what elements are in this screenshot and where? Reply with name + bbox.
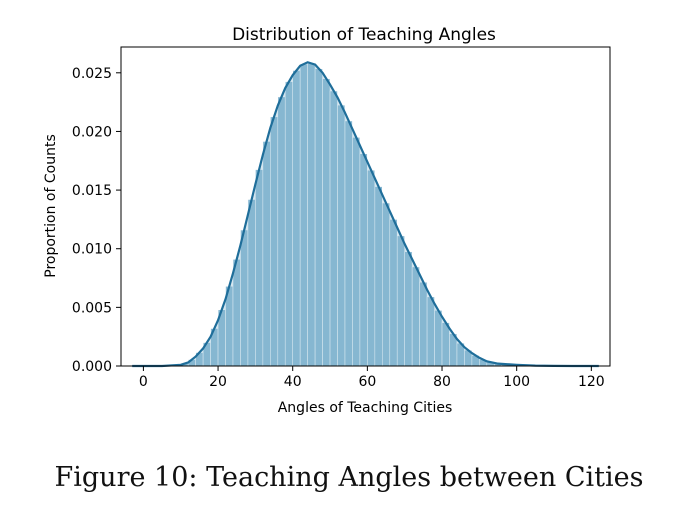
- chart-title: Distribution of Teaching Angles: [232, 25, 496, 45]
- y-tick-label: 0.010: [72, 242, 112, 258]
- kde-area: [132, 62, 599, 366]
- x-tick-label: 120: [578, 374, 605, 390]
- axes-frame: [120, 46, 611, 367]
- y-axis-label: Proportion of Counts: [43, 134, 59, 278]
- figure-caption: Figure 10: Teaching Angles between Citie…: [54, 462, 644, 493]
- y-tick-label: 0.005: [72, 300, 112, 316]
- x-tick-label: 40: [284, 374, 302, 390]
- x-tick-label: 0: [139, 374, 148, 390]
- x-tick-label: 100: [503, 374, 530, 390]
- y-tick-label: 0.000: [72, 359, 112, 375]
- y-tick-label: 0.015: [72, 183, 112, 199]
- x-tick-label: 20: [209, 374, 227, 390]
- kde-line: [132, 61, 599, 368]
- y-tick-label: 0.025: [72, 66, 112, 82]
- x-axis-label: Angles of Teaching Cities: [278, 400, 453, 416]
- plot-area: [132, 61, 599, 368]
- y-tick-label: 0.020: [72, 124, 112, 140]
- x-tick-label: 80: [433, 374, 451, 390]
- x-axis: 0 20 40 60 80 100 120: [139, 366, 605, 390]
- x-tick-label: 60: [358, 374, 376, 390]
- y-axis: 0.000 0.005 0.010 0.015 0.020 0.025: [72, 66, 121, 375]
